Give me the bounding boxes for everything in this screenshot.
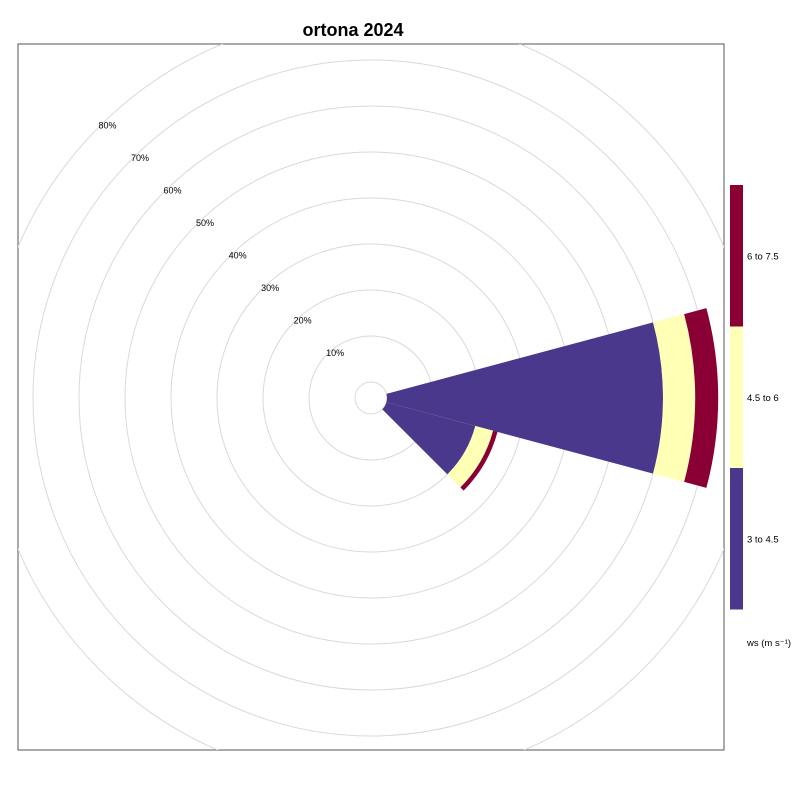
petal-90deg-3-to-4.5 (386, 322, 663, 474)
legend-label-1: 3 to 4.5 (747, 534, 779, 545)
legend-swatch-3 (730, 185, 743, 327)
plot-panel-border (17, 43, 725, 751)
legend-title: ws (m s⁻¹) (746, 638, 791, 649)
radial-tick-70pct: 70% (131, 153, 149, 163)
radial-tick-30pct: 30% (261, 283, 279, 293)
radial-tick-80pct: 80% (98, 120, 116, 130)
radial-tick-20pct: 20% (294, 316, 312, 326)
wind-petals (382, 308, 719, 491)
radial-tick-10pct: 10% (326, 348, 344, 358)
chart-title: ortona 2024 (302, 20, 403, 40)
radial-tick-60pct: 60% (164, 186, 182, 196)
radial-tick-labels: 10% 20% 30% 40% 50% 60% 70% 80% (98, 120, 344, 358)
radial-tick-40pct: 40% (229, 251, 247, 261)
petal-120deg-3-to-4.5 (382, 402, 476, 475)
petal-90deg-4.5-to-6 (653, 314, 696, 482)
petal-120deg-4.5-to-6 (447, 425, 494, 488)
radial-tick-50pct: 50% (196, 218, 214, 228)
legend-label-3: 6 to 7.5 (747, 251, 779, 262)
legend-swatch-1 (730, 468, 743, 610)
legend: 3 to 4.5 4.5 to 6 6 to 7.5 ws (m s⁻¹) (730, 185, 791, 649)
legend-label-2: 4.5 to 6 (747, 393, 779, 404)
petal-120deg-6-to-7.5 (460, 430, 498, 491)
inner-ring (354, 381, 388, 415)
legend-swatch-2 (730, 326, 743, 468)
petal-90deg-6-to-7.5 (684, 308, 719, 488)
